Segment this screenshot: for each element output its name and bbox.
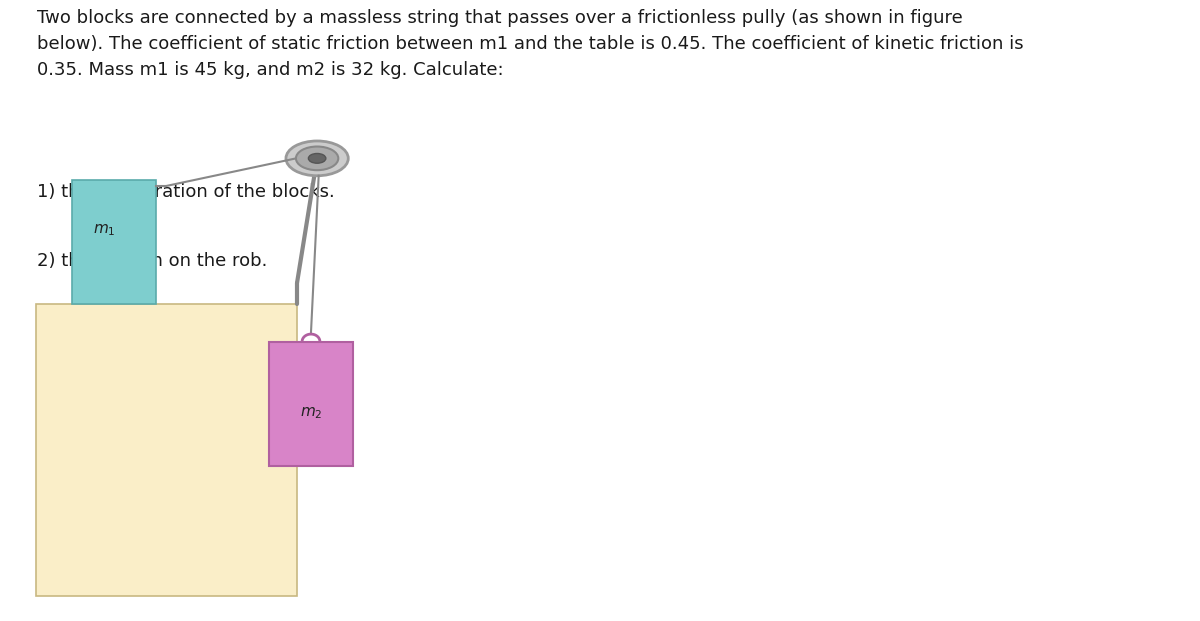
Text: $m_1$: $m_1$ [92, 222, 115, 238]
Circle shape [296, 147, 338, 170]
Text: 2) the tension on the rob.: 2) the tension on the rob. [37, 252, 268, 270]
Circle shape [308, 153, 326, 163]
Text: 1) the acceleration of the blocks.: 1) the acceleration of the blocks. [37, 183, 335, 201]
Bar [72, 180, 156, 304]
Bar [269, 342, 353, 466]
Text: Two blocks are connected by a massless string that passes over a frictionless pu: Two blocks are connected by a massless s… [37, 9, 1024, 79]
Bar [36, 304, 298, 596]
Text: $m_2$: $m_2$ [300, 406, 323, 422]
Circle shape [286, 141, 348, 176]
